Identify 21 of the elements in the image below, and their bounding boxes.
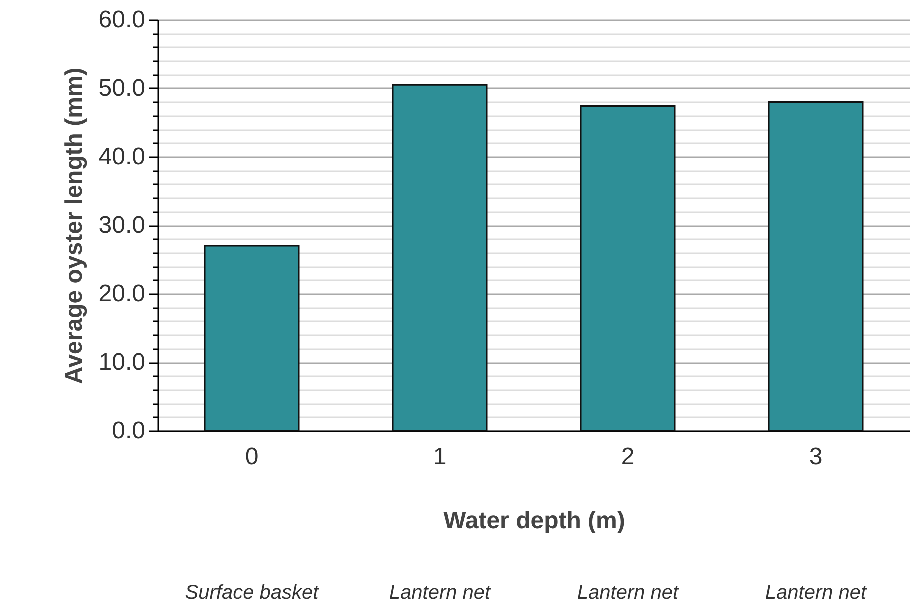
text: Lantern net [389,582,492,604]
bar [580,106,676,432]
text: Surface basket [185,582,320,604]
text: Lantern net [577,582,680,604]
y-tick-label: 60.0 [98,6,146,34]
text: Lantern net [765,582,868,604]
y-tick-label: 0.0 [112,418,146,444]
x-tick-label: 3 [809,444,823,470]
x-tick-label: 1 [433,444,447,470]
x-tick-label: 2 [621,444,635,470]
y-tick-label: 40.0 [98,144,146,170]
bar [204,245,300,432]
bar [392,84,488,432]
y-tick-label: 20.0 [98,280,146,308]
y-tick-label: 10.0 [98,349,146,376]
bar [768,101,864,432]
y-tick-label: 30.0 [98,212,146,239]
x-tick-label: 0 [245,444,259,470]
y-axis-title: Average oyster length (mm) [60,68,88,384]
x-axis-title: Water depth (m) [444,508,626,534]
y-tick-label: 50.0 [98,75,146,102]
